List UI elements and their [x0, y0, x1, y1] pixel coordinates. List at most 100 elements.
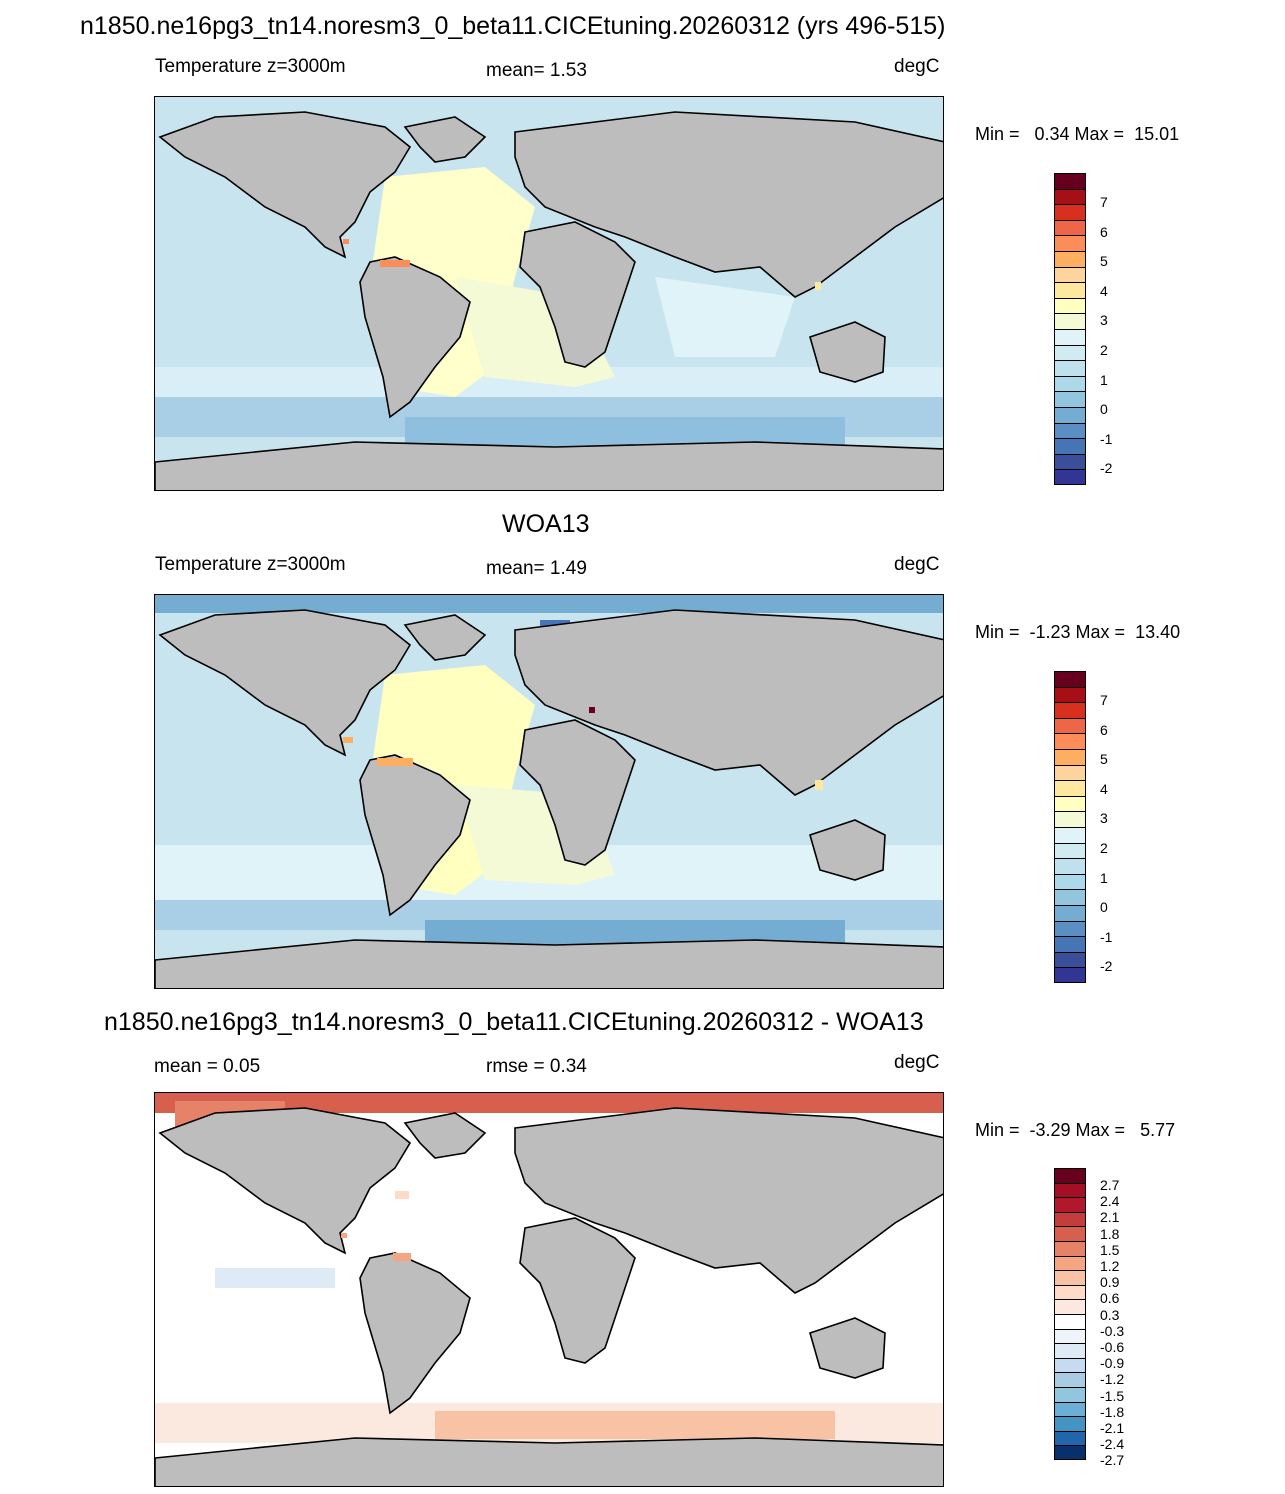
colorbar-box [1054, 297, 1086, 314]
colorbar-tick-label: 0.9 [1100, 1274, 1120, 1291]
colorbar-tick-label: 3 [1100, 312, 1108, 329]
colorbar-tick-label: 2.7 [1100, 1177, 1120, 1193]
colorbar-tick-label: 2.1 [1100, 1209, 1120, 1226]
colorbar-tick-label: 0.6 [1100, 1290, 1120, 1307]
colorbar-tick-label: 2.4 [1100, 1193, 1120, 1210]
colorbar-tick-label: 3 [1100, 810, 1108, 827]
colorbar-tick-label: -2.1 [1100, 1420, 1125, 1436]
panel2-woa13-map [154, 594, 944, 989]
colorbar-box [1054, 329, 1086, 345]
colorbar-box [1054, 733, 1086, 749]
colorbar-tick-label: -1.2 [1100, 1371, 1125, 1388]
colorbar-box [1054, 920, 1086, 937]
colorbar-box [1054, 795, 1086, 812]
colorbar-box [1054, 858, 1086, 874]
colorbar-box [1054, 235, 1086, 251]
colorbar-tick-label: 6 [1100, 721, 1108, 738]
colorbar-tick-label: 1.5 [1100, 1241, 1120, 1258]
colorbar-box [1054, 717, 1086, 734]
panel1-model-map [154, 96, 944, 491]
colorbar-box [1054, 827, 1086, 843]
panel3-title: n1850.ne16pg3_tn14.noresm3_0_beta11.CICE… [104, 1008, 924, 1036]
colorbar-box [1054, 1401, 1086, 1417]
colorbar-box [1054, 1445, 1086, 1460]
colorbar-tick-label: 0.3 [1100, 1306, 1120, 1323]
colorbar-tick-label: 0 [1100, 899, 1108, 916]
colorbar-box [1054, 702, 1086, 718]
colorbar-box [1054, 266, 1086, 283]
colorbar-box [1054, 749, 1086, 765]
colorbar-box [1054, 407, 1086, 423]
panel2-minmax-label: Min = -1.23 Max = 13.40 [975, 622, 1181, 642]
panel3-rmse-label: rmse = 0.34 [486, 1056, 587, 1077]
colorbar-tick-label: 5 [1100, 253, 1108, 270]
colorbar-box [1054, 764, 1086, 781]
colorbar-box [1054, 873, 1086, 890]
colorbar-box [1054, 1270, 1086, 1285]
colorbar-box [1054, 1343, 1086, 1358]
colorbar-tick-label: -2.7 [1100, 1452, 1125, 1469]
colorbar-tick-label: -2 [1100, 460, 1113, 477]
colorbar-box [1054, 780, 1086, 796]
colorbar-box [1054, 391, 1086, 407]
colorbar-tick-label: 4 [1100, 282, 1108, 299]
colorbar-box [1054, 375, 1086, 392]
colorbar-box [1054, 173, 1086, 189]
panel2-units-label: degC [894, 554, 940, 575]
colorbar-box [1054, 1168, 1086, 1183]
colorbar-box [1054, 344, 1086, 361]
colorbar-tick-label: 6 [1100, 223, 1108, 240]
colorbar-tick-label: 1 [1100, 371, 1108, 388]
panel2-title: WOA13 [502, 510, 590, 538]
colorbar-box [1054, 1299, 1086, 1314]
colorbar-tick-label: -2.4 [1100, 1436, 1125, 1453]
colorbar-box [1054, 1241, 1086, 1256]
colorbar-tick-label: 5 [1100, 751, 1108, 768]
colorbar-box [1054, 188, 1086, 205]
colorbar-box [1054, 251, 1086, 267]
colorbar-box [1054, 1416, 1086, 1431]
panel1-minmax-label: Min = 0.34 Max = 15.01 [975, 124, 1180, 144]
colorbar-tick-label: 0 [1100, 401, 1108, 418]
colorbar-tick-label: 1.2 [1100, 1258, 1120, 1274]
colorbar-tick-label: -1 [1100, 928, 1113, 945]
panel1-variable-label: Temperature z=3000m [155, 56, 346, 77]
colorbar-tick-label: 2 [1100, 342, 1108, 358]
colorbar-box [1054, 1430, 1086, 1446]
colorbar-box [1054, 671, 1086, 687]
colorbar-box [1054, 1211, 1086, 1227]
panel1-units-label: degC [894, 56, 940, 77]
colorbar-box [1054, 1357, 1086, 1373]
colorbar-tick-label: -1.5 [1100, 1387, 1125, 1404]
panel3-units-label: degC [894, 1052, 940, 1073]
colorbar-tick-label: -1.8 [1100, 1403, 1125, 1420]
colorbar-box [1054, 905, 1086, 921]
colorbar-tick-label: 1.8 [1100, 1225, 1120, 1242]
colorbar-box [1054, 282, 1086, 298]
colorbar-box [1054, 842, 1086, 859]
colorbar-tick-label: -0.6 [1100, 1339, 1125, 1355]
panel1-mean-label: mean= 1.53 [486, 60, 587, 81]
colorbar-box [1054, 219, 1086, 236]
colorbar-tick-label: 1 [1100, 869, 1108, 886]
colorbar-box [1054, 453, 1086, 470]
colorbar-box [1054, 204, 1086, 220]
colorbar-box [1054, 1182, 1086, 1198]
colorbar-tick-label: -0.3 [1100, 1322, 1125, 1339]
colorbar-box [1054, 1197, 1086, 1212]
colorbar-box [1054, 967, 1086, 983]
colorbar-box [1054, 1284, 1086, 1300]
colorbar-box [1054, 951, 1086, 968]
panel2-variable-label: Temperature z=3000m [155, 554, 346, 575]
panel3-mean-label: mean = 0.05 [154, 1056, 261, 1077]
panel3-minmax-label: Min = -3.29 Max = 5.77 [975, 1120, 1176, 1140]
colorbar-box [1054, 1328, 1086, 1344]
panel1-title: n1850.ne16pg3_tn14.noresm3_0_beta11.CICE… [80, 12, 946, 40]
colorbar-box [1054, 313, 1086, 329]
colorbar-box [1054, 686, 1086, 703]
colorbar-tick-label: 2 [1100, 840, 1108, 856]
colorbar-box [1054, 811, 1086, 827]
panel3-difference-map [154, 1092, 944, 1487]
colorbar-box [1054, 1255, 1086, 1271]
colorbar-box [1054, 438, 1086, 454]
